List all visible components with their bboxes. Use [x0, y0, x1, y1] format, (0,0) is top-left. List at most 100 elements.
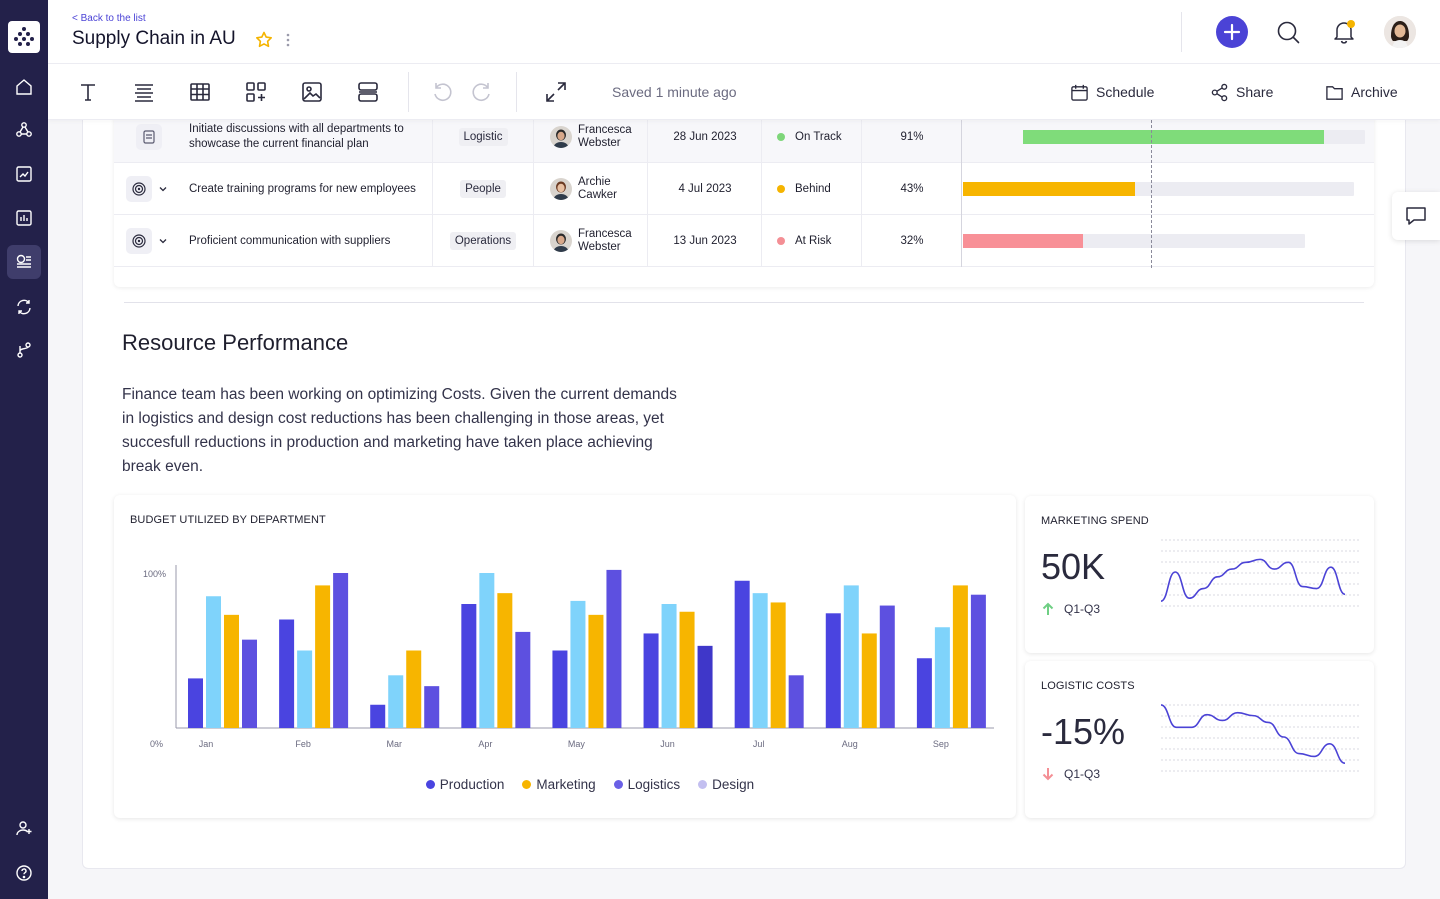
archive-button[interactable]: Archive — [1325, 82, 1398, 102]
bar[interactable] — [224, 614, 239, 728]
bar[interactable] — [679, 611, 695, 728]
bar[interactable] — [643, 633, 659, 728]
bar[interactable] — [333, 573, 349, 728]
status-dot — [777, 237, 785, 245]
bar[interactable] — [752, 593, 768, 728]
gantt-bar[interactable] — [963, 234, 1083, 248]
progress-value: 43% — [900, 183, 924, 195]
bar[interactable] — [315, 585, 331, 728]
star-icon[interactable] — [254, 30, 274, 50]
bar[interactable] — [697, 645, 713, 728]
comment-button[interactable] — [1392, 192, 1440, 240]
x-tick-label: Mar — [386, 739, 402, 749]
bar[interactable] — [770, 602, 786, 728]
target-icon[interactable] — [126, 228, 152, 254]
bar[interactable] — [588, 614, 604, 728]
bell-icon[interactable] — [1331, 19, 1357, 45]
target-icon[interactable] — [126, 176, 152, 202]
x-tick-label: May — [568, 739, 586, 749]
bar[interactable] — [388, 675, 404, 728]
bar[interactable] — [188, 678, 203, 728]
bar[interactable] — [479, 573, 495, 728]
back-link[interactable]: < Back to the list — [72, 13, 146, 24]
paragraph-icon[interactable] — [130, 78, 158, 106]
user-avatar[interactable] — [1384, 16, 1416, 48]
bar[interactable] — [661, 604, 677, 728]
add-user-icon[interactable] — [7, 811, 41, 845]
progress-value: 32% — [900, 235, 924, 247]
bar[interactable] — [952, 585, 968, 728]
bar[interactable] — [552, 650, 568, 729]
schedule-button[interactable]: Schedule — [1070, 82, 1154, 102]
gantt-bar[interactable] — [963, 182, 1136, 196]
image-icon[interactable] — [298, 78, 326, 106]
table-row[interactable]: Create training programs for new employe… — [114, 163, 1374, 215]
add-widget-icon[interactable] — [242, 78, 270, 106]
task-name[interactable]: Initiate discussions with all department… — [189, 123, 404, 150]
goals-table: Initiate discussions with all department… — [114, 111, 1374, 287]
branch-icon[interactable] — [7, 333, 41, 367]
budget-chart-card: BUDGET UTILIZED BY DEPARTMENT 100% 0% Jan F… — [114, 495, 1016, 818]
bar[interactable] — [825, 613, 841, 728]
today-marker — [1151, 120, 1152, 268]
bar[interactable] — [879, 605, 895, 728]
x-tick-label: Jan — [199, 739, 214, 749]
bar[interactable] — [279, 619, 295, 729]
department-tag[interactable]: Operations — [449, 232, 517, 250]
kebab-icon[interactable] — [280, 30, 296, 50]
expand-icon[interactable] — [542, 78, 570, 106]
task-name[interactable]: Create training programs for new employe… — [189, 182, 416, 195]
trend-icon[interactable] — [7, 157, 41, 191]
bar[interactable] — [570, 600, 586, 728]
department-tag[interactable]: People — [460, 180, 506, 198]
bar[interactable] — [206, 596, 221, 728]
department-tag[interactable]: Logistic — [458, 128, 508, 146]
bar[interactable] — [788, 675, 804, 728]
analytics-icon[interactable] — [7, 201, 41, 235]
search-icon[interactable] — [1275, 19, 1301, 45]
task-icon[interactable] — [136, 124, 162, 150]
connections-icon[interactable] — [7, 113, 41, 147]
bar[interactable] — [497, 593, 513, 728]
gantt-bar[interactable] — [1023, 130, 1324, 144]
gantt-track — [963, 234, 1305, 248]
bar[interactable] — [606, 569, 622, 728]
bar[interactable] — [242, 639, 257, 728]
kpi-logistic-costs: LOGISTIC COSTS -15% Q1-Q3 — [1025, 661, 1374, 818]
table-row[interactable]: Proficient communication with suppliers O… — [114, 215, 1374, 267]
share-button[interactable]: Share — [1210, 82, 1273, 102]
reports-icon[interactable] — [7, 245, 41, 279]
bar[interactable] — [843, 585, 859, 728]
text-icon[interactable] — [74, 78, 102, 106]
bar[interactable] — [297, 650, 313, 729]
header-divider — [1181, 12, 1182, 52]
redo-icon[interactable] — [467, 78, 495, 106]
add-button[interactable] — [1216, 16, 1248, 48]
table-icon[interactable] — [186, 78, 214, 106]
bar[interactable] — [406, 650, 422, 729]
page-title: Supply Chain in AU — [72, 28, 236, 49]
app-logo[interactable] — [8, 21, 40, 53]
undo-icon[interactable] — [429, 78, 457, 106]
bar[interactable] — [916, 658, 932, 728]
bar[interactable] — [970, 594, 986, 728]
owner-name: Archie Cawker — [578, 176, 617, 201]
bar[interactable] — [515, 631, 531, 728]
calendar-icon — [1071, 84, 1088, 101]
home-icon[interactable] — [7, 70, 41, 104]
sync-icon[interactable] — [7, 290, 41, 324]
help-icon[interactable] — [7, 856, 41, 890]
chart-title: BUDGET UTILIZED BY DEPARTMENT — [130, 514, 326, 526]
divider-icon[interactable] — [354, 78, 382, 106]
bar[interactable] — [461, 604, 477, 728]
chevron-down-icon[interactable] — [158, 236, 168, 246]
bar[interactable] — [734, 580, 750, 728]
bar[interactable] — [934, 627, 950, 728]
legend-logistics: Logistics — [613, 777, 680, 792]
chevron-down-icon[interactable] — [158, 184, 168, 194]
bar[interactable] — [370, 704, 386, 728]
bar[interactable] — [861, 633, 877, 728]
bar[interactable] — [424, 686, 440, 728]
sparkline-line — [1161, 704, 1346, 765]
task-name[interactable]: Proficient communication with suppliers — [189, 234, 391, 247]
